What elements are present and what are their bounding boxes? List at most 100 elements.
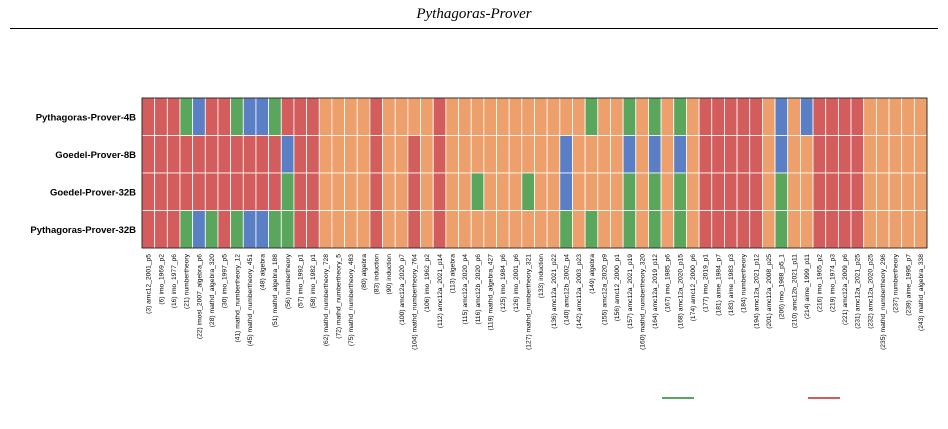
column-tick-label: (30) imo_1997_p5: [222, 254, 229, 309]
heatmap-cell: [306, 172, 320, 211]
heatmap-cell: [306, 135, 320, 174]
heatmap-cell: [508, 97, 523, 136]
heatmap-cell: [901, 97, 915, 136]
heatmap-cell: [762, 172, 776, 211]
heatmap-cell: [230, 97, 244, 136]
heatmap-cell: [724, 210, 738, 249]
heatmap-cell: [673, 210, 687, 249]
heatmap-cell: [825, 210, 839, 249]
heatmap-cell: [318, 135, 333, 174]
heatmap-cell: [204, 172, 219, 211]
column-tick-label: (194) amc12a_2021_p12: [753, 254, 760, 329]
heatmap-cell: [559, 135, 573, 174]
heatmap-cell: [217, 135, 232, 174]
heatmap-cell: [572, 97, 586, 136]
heatmap-cell: [787, 210, 801, 249]
heatmap-cell: [622, 135, 637, 174]
heatmap-cell: [420, 135, 434, 174]
heatmap-cell: [407, 97, 421, 136]
heatmap-cell: [711, 97, 725, 136]
heatmap-cell: [913, 210, 928, 249]
heatmap-cell: [445, 172, 459, 211]
column-tick-label: (214) aime_1999_p11: [804, 254, 811, 319]
heatmap-cell: [850, 172, 865, 211]
heatmap-cell: [293, 210, 307, 249]
heatmap-cell: [686, 135, 700, 174]
heatmap-cell: [673, 97, 687, 136]
heatmap-cell: [483, 97, 497, 136]
column-tick-label: (6) imo_1969_p2: [158, 254, 165, 305]
heatmap-cell: [799, 135, 814, 174]
heatmap-cell: [660, 210, 675, 249]
heatmap-cell: [268, 210, 282, 249]
heatmap-cell: [268, 97, 282, 136]
column-tick-label: (126) imo_2001_p6: [513, 254, 520, 312]
heatmap-cell: [534, 135, 548, 174]
heatmap-cell: [648, 97, 662, 136]
heatmap-cell: [318, 210, 333, 249]
column-tick-label: (116) amc12b_2020_p6: [475, 254, 482, 325]
heatmap-cell: [837, 135, 852, 174]
heatmap-cell: [344, 172, 358, 211]
heatmap-cell: [622, 172, 637, 211]
heatmap-cell: [584, 210, 599, 249]
heatmap-cell: [610, 97, 624, 136]
column-tick-label: (239) aime_1995_p7: [905, 254, 912, 316]
heatmap-cell: [496, 210, 510, 249]
column-tick-label: (206) imo_1988_p5_1: [779, 254, 786, 320]
heatmap-cell: [356, 97, 371, 136]
heatmap-cell: [724, 135, 738, 174]
heatmap-cell: [825, 172, 839, 211]
heatmap-cell: [559, 172, 573, 211]
heatmap-frame: [141, 97, 928, 249]
column-tick-label: (231) amc12a_2021_p25: [855, 254, 862, 329]
row-label: Goedel-Prover-32B: [50, 187, 136, 198]
heatmap-cell: [458, 172, 472, 211]
heatmap-cell: [420, 172, 434, 211]
heatmap-cell: [204, 135, 219, 174]
heatmap-cell: [812, 135, 827, 174]
heatmap-cell: [293, 97, 307, 136]
column-tick-label: (219) imo_1974_p3: [829, 254, 836, 312]
heatmap-cell: [344, 97, 358, 136]
heatmap-cell: [420, 210, 434, 249]
heatmap-cell: [686, 172, 700, 211]
column-tick-label: (127) mathd_numbertheory_321: [525, 254, 532, 350]
heatmap-cell: [698, 97, 713, 136]
column-tick-label: (136) amc12a_2021_p22: [551, 254, 558, 329]
heatmap-cell: [863, 135, 877, 174]
heatmap-cell: [458, 135, 472, 174]
column-tick-label: (45) mathd_numbertheory_451: [247, 254, 254, 346]
heatmap-cell: [521, 172, 535, 211]
column-tick-label: (51) mathd_algebra_188: [272, 254, 279, 328]
column-tick-label: (112) amc12a_2021_p14: [437, 254, 444, 329]
column-tick-label: (155) amc12a_2020_p9: [601, 254, 608, 325]
column-tick-label: (119) mathd_algebra_427: [487, 254, 494, 331]
heatmap-cell: [521, 135, 535, 174]
column-tick-label: (167) imo_1985_p6: [665, 254, 672, 312]
heatmap-cell: [913, 172, 928, 211]
heatmap-cell: [179, 97, 194, 136]
heatmap-cell: [610, 172, 624, 211]
heatmap-cell: [837, 172, 852, 211]
heatmap-cell: [394, 97, 409, 136]
heatmap-cell: [407, 210, 421, 249]
heatmap-cell: [584, 135, 599, 174]
heatmap-cell: [812, 97, 827, 136]
row-labels: Pythagoras-Prover-4B Goedel-Prover-8B Goed…: [30, 112, 136, 236]
column-tick-label: (90) induction: [386, 254, 393, 295]
heatmap-cell: [154, 135, 168, 174]
column-tick-label: (58) imo_1982_p1: [310, 254, 317, 309]
heatmap-cell: [901, 210, 915, 249]
heatmap-cell: [635, 135, 649, 174]
heatmap-cell: [875, 172, 890, 211]
heatmap-cell: [660, 135, 675, 174]
heatmap-cell: [546, 135, 561, 174]
heatmap-cell: [787, 135, 801, 174]
heatmap-cell: [572, 172, 586, 211]
heatmap-cell: [217, 97, 232, 136]
heatmap-cell: [470, 97, 485, 136]
heatmap-cell: [230, 172, 244, 211]
heatmap-cell: [432, 135, 447, 174]
heatmap-cell: [711, 135, 725, 174]
